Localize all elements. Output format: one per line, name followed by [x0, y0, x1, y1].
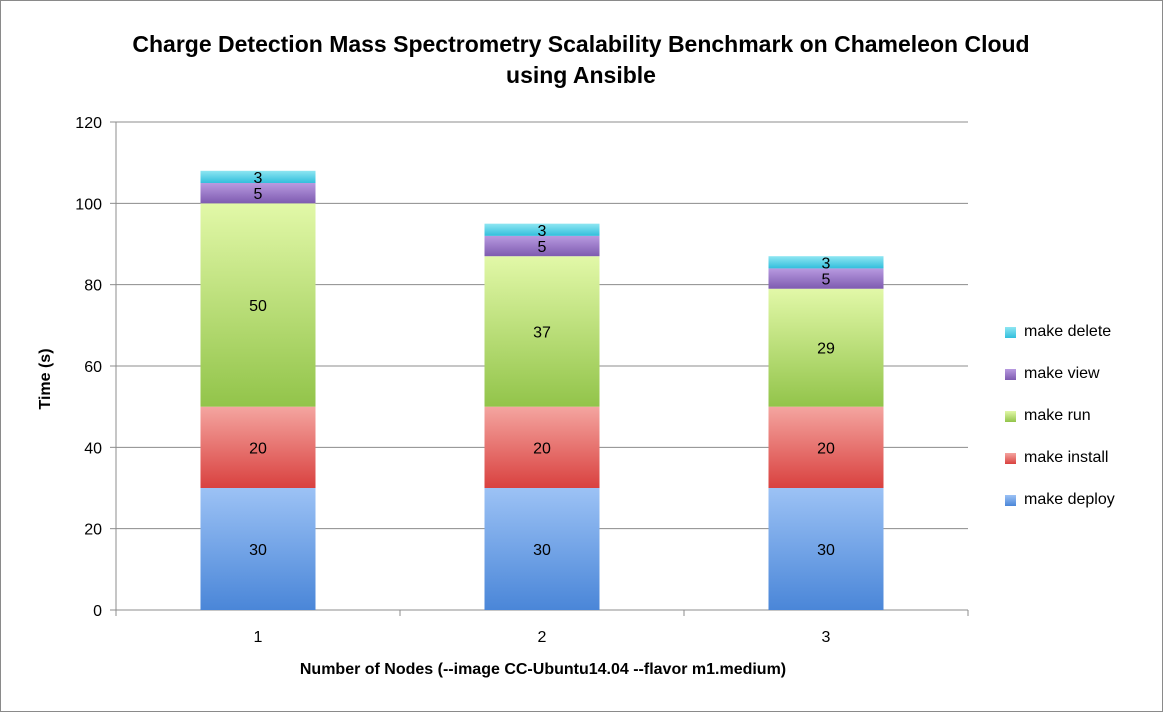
y-tick-label: 120 — [75, 115, 102, 132]
bar-segment — [768, 488, 884, 610]
bar-segment — [768, 268, 884, 289]
data-label: 5 — [254, 186, 263, 203]
legend-label: make deploy — [1024, 491, 1115, 508]
bar-segment — [768, 288, 884, 407]
legend-swatch — [1005, 368, 1016, 380]
legend-item: make run — [1005, 395, 1115, 437]
data-label: 30 — [533, 542, 551, 559]
legend-item: make delete — [1005, 311, 1115, 353]
legend-label: make run — [1024, 407, 1091, 424]
legend-swatch — [1005, 410, 1016, 422]
y-tick-label: 0 — [93, 603, 102, 620]
bar-segment — [484, 488, 600, 610]
legend-label: make view — [1024, 365, 1100, 382]
legend-item: make view — [1005, 353, 1115, 395]
x-tick-label: 1 — [254, 629, 263, 646]
data-label: 20 — [533, 440, 551, 457]
legend-swatch — [1005, 326, 1016, 338]
data-label: 3 — [254, 170, 263, 187]
data-label: 20 — [817, 440, 835, 457]
legend-swatch — [1005, 494, 1016, 506]
x-tick-label: 3 — [822, 629, 831, 646]
bar-segment — [484, 406, 600, 488]
bar-segment — [200, 203, 316, 407]
data-label: 30 — [817, 542, 835, 559]
data-label: 5 — [822, 272, 831, 289]
legend-item: make deploy — [1005, 479, 1115, 521]
data-label: 50 — [249, 298, 267, 315]
y-tick-label: 40 — [84, 440, 102, 457]
y-tick-label: 80 — [84, 278, 102, 295]
legend-label: make install — [1024, 449, 1109, 466]
data-label: 3 — [822, 255, 831, 272]
bar-segment — [200, 170, 316, 183]
y-tick-label: 60 — [84, 359, 102, 376]
x-tick-label: 2 — [538, 629, 547, 646]
bar-segment — [200, 488, 316, 610]
legend-item: make install — [1005, 437, 1115, 479]
chart-title: Charge Detection Mass Spectrometry Scala… — [132, 31, 1030, 88]
y-tick-label: 20 — [84, 522, 102, 539]
legend-swatch — [1005, 452, 1016, 464]
data-label: 30 — [249, 542, 267, 559]
legend: make delete make view make run make install… — [1005, 311, 1115, 521]
data-label: 5 — [538, 239, 547, 256]
bar-segment — [484, 223, 600, 236]
bar-segment — [768, 256, 884, 269]
bar-segment — [484, 256, 600, 407]
data-label: 3 — [538, 223, 547, 240]
data-label: 37 — [533, 324, 551, 341]
bar-segment — [768, 406, 884, 488]
data-label: 29 — [817, 341, 835, 358]
bar-segment — [484, 235, 600, 257]
bar-segment — [200, 183, 316, 204]
bar-segment — [200, 406, 316, 488]
x-axis-label: Number of Nodes (--image CC-Ubuntu14.04 … — [299, 661, 787, 678]
data-label: 20 — [249, 440, 267, 457]
legend-label: make delete — [1024, 323, 1112, 340]
y-tick-label: 100 — [75, 196, 102, 213]
